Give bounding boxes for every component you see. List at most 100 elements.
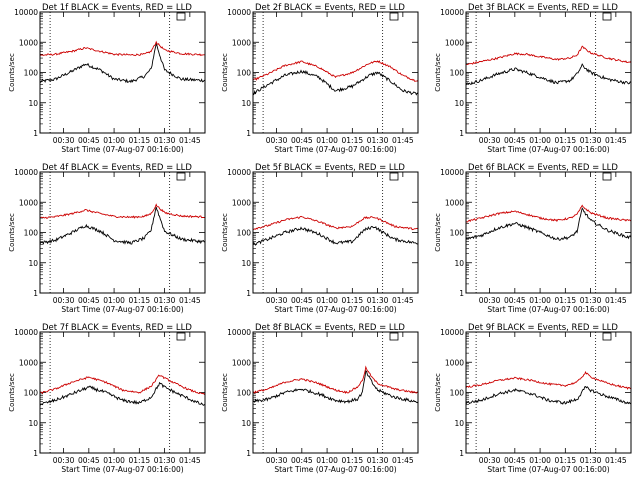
chart-1-series-lld-line: [39, 40, 205, 57]
chart-2-xtick-label: 01:00: [316, 136, 338, 145]
chart-3-ytick-label: 10000: [440, 8, 464, 17]
chart-9-ytick-label: 1: [459, 449, 464, 458]
chart-4-series-events-line: [39, 206, 206, 245]
chart-8-ytick-label: 10: [241, 419, 251, 428]
chart-6-xlabel: Start Time (07-Aug-07 00:16:00): [487, 305, 609, 314]
chart-4-xlabel: Start Time (07-Aug-07 00:16:00): [61, 305, 183, 314]
chart-6-series-events-line: [465, 207, 632, 241]
chart-6-legend-box: [602, 172, 612, 181]
chart-2-ytick-label: 10000: [227, 8, 251, 17]
chart-9-frame: [465, 331, 632, 454]
chart-5-xtick-label: 01:30: [367, 296, 389, 305]
chart-7-series-events-line: [39, 381, 206, 406]
chart-8-legend-box: [389, 332, 399, 341]
chart-5-xtick-label: 00:30: [266, 296, 288, 305]
chart-6-ytick-label: 1: [459, 289, 464, 298]
chart-3-xlabel: Start Time (07-Aug-07 00:16:00): [487, 145, 609, 154]
chart-8-series-lld-line: [252, 365, 419, 394]
chart-2-ytick-label: 100: [237, 69, 252, 78]
chart-1-xtick-label: 01:45: [179, 136, 201, 145]
chart-3-xtick-label: 01:15: [555, 136, 577, 145]
chart-9-ylabel: Counts/sec: [434, 373, 442, 412]
chart-1-ytick-label: 100: [24, 69, 39, 78]
chart-6-ytick-label: 10000: [440, 168, 464, 177]
chart-9-xlabel: Start Time (07-Aug-07 00:16:00): [487, 465, 609, 474]
chart-7-ylabel: Counts/sec: [8, 373, 16, 412]
chart-7-frame: [39, 331, 206, 454]
chart-9-xtick-label: 01:00: [529, 456, 551, 465]
chart-8-xtick-label: 01:45: [392, 456, 414, 465]
chart-7-xtick-label: 01:45: [179, 456, 201, 465]
chart-4-xtick-label: 01:30: [154, 296, 176, 305]
chart-6-xtick-label: 01:15: [555, 296, 577, 305]
chart-2-legend-box: [389, 12, 399, 21]
chart-9-ytick-label: 10000: [440, 328, 464, 337]
chart-7-xtick-label: 01:30: [154, 456, 176, 465]
chart-2-xlabel: Start Time (07-Aug-07 00:16:00): [274, 145, 396, 154]
chart-8-title: Det 8f BLACK = Events, RED = LLD: [255, 323, 405, 333]
chart-1-xtick-label: 01:30: [154, 136, 176, 145]
chart-8-xlabel: Start Time (07-Aug-07 00:16:00): [274, 465, 396, 474]
chart-2-xtick-label: 01:15: [342, 136, 364, 145]
chart-2-xtick-label: 01:30: [367, 136, 389, 145]
chart-3-xtick-label: 00:30: [479, 136, 501, 145]
chart-5-xtick-label: 01:00: [316, 296, 338, 305]
chart-5-xtick-label: 01:45: [392, 296, 414, 305]
chart-6-title: Det 6f BLACK = Events, RED = LLD: [468, 163, 618, 173]
chart-1-frame: [39, 11, 206, 134]
chart-6-xtick-label: 01:30: [580, 296, 602, 305]
chart-9-ytick-label: 1000: [445, 358, 464, 367]
chart-5-xlabel: Start Time (07-Aug-07 00:16:00): [274, 305, 396, 314]
chart-8-ylabel: Counts/sec: [221, 373, 229, 412]
chart-2-xtick-label: 00:30: [266, 136, 288, 145]
chart-7-ytick-label: 10000: [14, 328, 38, 337]
chart-2-xtick-label: 01:45: [392, 136, 414, 145]
chart-1-ytick-label: 10: [28, 99, 38, 108]
chart-6-xtick-label: 01:00: [529, 296, 551, 305]
chart-5-xtick-label: 01:15: [342, 296, 364, 305]
chart-7-ytick-label: 100: [24, 389, 39, 398]
chart-2-xtick-label: 00:45: [291, 136, 313, 145]
chart-4-series-lld-line: [39, 203, 205, 219]
chart-3-ytick-label: 1000: [445, 38, 464, 47]
chart-3-ytick-label: 1: [459, 129, 464, 138]
chart-8-xtick-label: 01:00: [316, 456, 338, 465]
chart-3-xtick-label: 01:30: [580, 136, 602, 145]
chart-5-frame: [252, 171, 419, 294]
chart-2-ytick-label: 10: [241, 99, 251, 108]
chart-7-xtick-label: 01:15: [129, 456, 151, 465]
chart-8-xtick-label: 01:15: [342, 456, 364, 465]
chart-6-xtick-label: 00:45: [504, 296, 526, 305]
chart-9-ytick-label: 10: [454, 419, 464, 428]
chart-3-series-events-line: [465, 63, 632, 85]
chart-1-ytick-label: 1: [33, 129, 38, 138]
chart-1-legend-box: [176, 12, 186, 21]
chart-6-ylabel: Counts/sec: [434, 213, 442, 252]
chart-4-ytick-label: 10000: [14, 168, 38, 177]
chart-8-ytick-label: 10000: [227, 328, 251, 337]
chart-7-xlabel: Start Time (07-Aug-07 00:16:00): [61, 465, 183, 474]
chart-1-series-events-line: [39, 42, 206, 84]
chart-9-series-lld-line: [465, 370, 632, 390]
chart-9-xtick-label: 01:30: [580, 456, 602, 465]
chart-8-xtick-label: 00:45: [291, 456, 313, 465]
chart-1-ytick-label: 10000: [14, 8, 38, 17]
chart-6-xtick-label: 00:30: [479, 296, 501, 305]
chart-4-ylabel: Counts/sec: [8, 213, 16, 252]
chart-5-ytick-label: 10000: [227, 168, 251, 177]
chart-1-xtick-label: 01:15: [129, 136, 151, 145]
chart-4-ytick-label: 100: [24, 229, 39, 238]
chart-7-ytick-label: 1: [33, 449, 38, 458]
chart-5-ylabel: Counts/sec: [221, 213, 229, 252]
chart-1-xtick-label: 01:00: [103, 136, 125, 145]
chart-7-xtick-label: 00:45: [78, 456, 100, 465]
chart-8-ytick-label: 100: [237, 389, 252, 398]
chart-3-ytick-label: 10: [454, 99, 464, 108]
chart-6-ytick-label: 10: [454, 259, 464, 268]
chart-7-legend-box: [176, 332, 186, 341]
chart-2-title: Det 2f BLACK = Events, RED = LLD: [255, 3, 405, 13]
chart-9-series-events-line: [465, 386, 632, 405]
chart-7-ytick-label: 1000: [19, 358, 38, 367]
chart-5-series-lld-line: [252, 215, 419, 231]
